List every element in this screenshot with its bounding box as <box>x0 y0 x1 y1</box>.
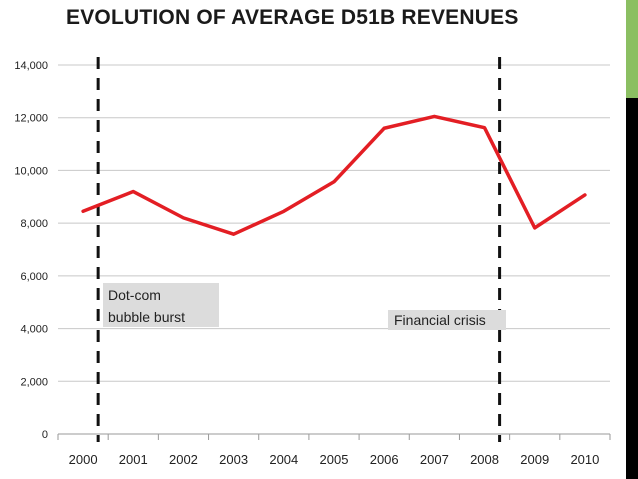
annotation-dotcom-line-2: bubble burst <box>108 309 185 325</box>
reference-lines <box>96 57 502 442</box>
x-tick-label: 2007 <box>420 452 449 467</box>
series-line <box>81 114 587 236</box>
y-tick-label: 2,000 <box>20 376 48 388</box>
series <box>81 114 587 236</box>
x-tick-label: 2005 <box>320 452 349 467</box>
axes: 0 2,000 4,000 6,000 8,000 10,000 12,000 14,000 2… <box>14 60 611 467</box>
x-tick-label: 2000 <box>69 452 98 467</box>
y-tick-label: 0 <box>42 429 48 441</box>
x-tick-label: 2004 <box>269 452 298 467</box>
x-tick-label: 2002 <box>169 452 198 467</box>
x-tick-label: 2010 <box>570 452 599 467</box>
annotation-dotcom-box <box>103 283 219 327</box>
line-chart: 0 2,000 4,000 6,000 8,000 10,000 12,000 14,000 2… <box>14 57 611 467</box>
annotation-financial-line-1: Financial crisis <box>394 312 486 328</box>
x-tick-label: 2008 <box>470 452 499 467</box>
chart-title: EVOLUTION OF AVERAGE D51B REVENUES <box>66 6 519 29</box>
y-tick-label: 4,000 <box>20 324 48 336</box>
annotation-financial-box <box>388 310 506 330</box>
y-tick-label: 8,000 <box>20 218 48 230</box>
y-tick-label: 14,000 <box>14 60 48 72</box>
y-tick-label: 10,000 <box>14 165 48 177</box>
x-tick-label: 2006 <box>370 452 399 467</box>
slide-accent-black-bar <box>626 98 638 479</box>
y-tick-label: 6,000 <box>20 271 48 283</box>
x-tick-label: 2009 <box>520 452 549 467</box>
slide-accent-green-bar <box>626 0 638 98</box>
annotation-dotcom-line-1: Dot-com <box>108 287 161 303</box>
gridlines <box>58 64 610 382</box>
x-tick-label: 2003 <box>219 452 248 467</box>
annotations: Dot-com bubble burst Financial crisis <box>103 283 506 330</box>
x-tick-label: 2001 <box>119 452 148 467</box>
y-tick-label: 12,000 <box>14 113 48 125</box>
